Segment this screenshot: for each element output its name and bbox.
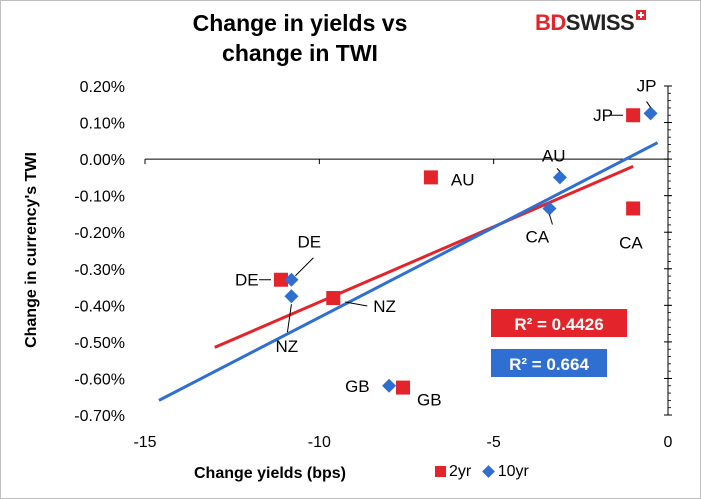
leader-line (286, 304, 292, 333)
legend-item-2yr: 2yr (435, 463, 471, 480)
y-tick-label: -0.10% (74, 189, 125, 206)
legend-label-10yr: 10yr (497, 463, 529, 480)
data-label-2yr-gb: GB (417, 391, 442, 410)
r2-box-10yr-text: R² = 0.664 (509, 355, 589, 374)
y-axis-title: Change in currency's TWI (23, 152, 40, 348)
leader-line (548, 214, 553, 225)
y-tick-label: 0.00% (80, 152, 125, 169)
r2-box-2yr-text: R² = 0.4426 (514, 315, 603, 334)
marker-2yr-au (423, 170, 438, 185)
data-label-10yr-ca: CA (525, 227, 549, 246)
data-label-2yr-ca: CA (619, 233, 643, 252)
data-label-10yr-jp: JP (637, 76, 657, 95)
y-tick-label: -0.20% (74, 225, 125, 242)
trendline-10yr (158, 141, 659, 402)
leader-line (345, 301, 368, 307)
data-label-2yr-au: AU (451, 170, 475, 189)
data-label-10yr-au: AU (542, 146, 566, 165)
marker-10yr-gb (382, 378, 397, 393)
logo-swiss-text: SWISS (565, 10, 635, 35)
chart-title: Change in yields vs change in TWI (192, 10, 408, 66)
y-tick-label: -0.70% (74, 408, 125, 425)
data-label-10yr-de: DE (297, 233, 321, 252)
diamond-marker-icon (481, 465, 495, 478)
swiss-cross-icon (636, 10, 647, 20)
bdswiss-logo: BDSWISS (535, 10, 647, 36)
x-axis-title: Change yields (bps) (194, 465, 346, 482)
marker-10yr-nz (284, 289, 299, 304)
y-tick-label: -0.60% (74, 371, 125, 388)
y-tick-label: -0.30% (74, 262, 125, 279)
x-tick-label: -15 (133, 434, 156, 451)
marker-2yr-gb (396, 380, 411, 395)
marker-10yr-de (284, 272, 299, 287)
y-tick-label: -0.40% (74, 298, 125, 315)
legend-label-2yr: 2yr (449, 463, 472, 480)
r2-box-10yr (491, 349, 607, 377)
marker-10yr-au (552, 170, 567, 185)
marker-2yr-nz (326, 291, 341, 306)
trendline-2yr (214, 165, 634, 349)
leader-line (295, 257, 314, 277)
y-tick-label: 0.10% (80, 116, 125, 133)
data-label-10yr-gb: GB (345, 377, 370, 396)
marker-2yr-de (273, 272, 288, 287)
data-label-2yr-nz: NZ (373, 297, 396, 316)
square-marker-icon (435, 466, 446, 477)
marker-2yr-ca (626, 201, 641, 216)
x-tick-label: 0 (664, 434, 673, 451)
x-tick-label: -10 (308, 434, 331, 451)
data-label-2yr-jp: JP (593, 106, 613, 125)
logo-bd-text: BD (535, 10, 566, 35)
data-label-10yr-nz: NZ (275, 337, 298, 356)
y-tick-label: 0.20% (80, 79, 125, 96)
leader-line (646, 101, 651, 108)
y-tick-label: -0.50% (74, 335, 125, 352)
marker-2yr-jp (626, 108, 641, 123)
marker-10yr-jp (643, 106, 658, 121)
marker-10yr-ca (542, 201, 557, 216)
legend-item-10yr: 10yr (481, 463, 529, 480)
legend: 2yr 10yr (435, 463, 537, 481)
x-tick-label: -5 (487, 434, 501, 451)
r2-box-2yr (491, 309, 627, 337)
leader-line (556, 168, 561, 172)
data-label-2yr-de: DE (235, 271, 259, 290)
